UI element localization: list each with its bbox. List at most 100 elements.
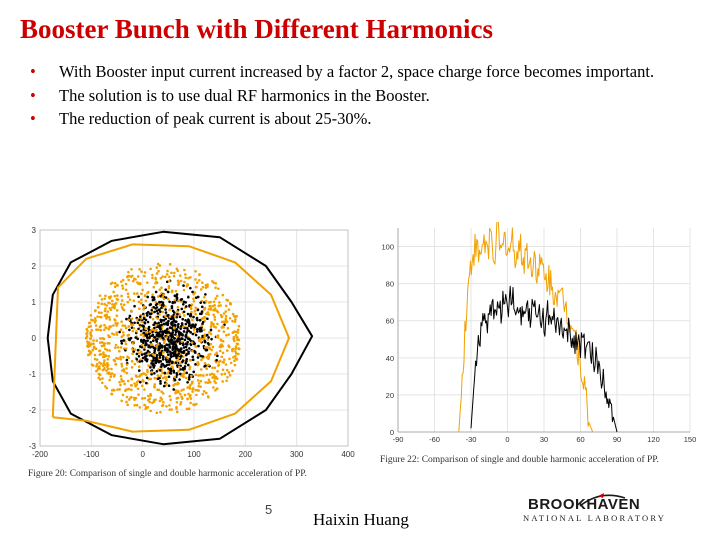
particle-point — [126, 379, 130, 383]
particle-point — [168, 371, 172, 375]
particle-point — [136, 275, 140, 278]
particle-point — [162, 319, 166, 322]
particle-point — [155, 369, 159, 373]
particle-point — [119, 355, 122, 359]
particle-point — [163, 371, 167, 375]
particle-point — [217, 360, 221, 364]
particle-point — [159, 351, 163, 355]
particle-point — [180, 360, 184, 364]
particle-point — [103, 363, 107, 367]
particle-point — [231, 312, 235, 316]
particle-point — [159, 379, 162, 383]
particle-point — [203, 365, 206, 368]
particle-point — [123, 324, 127, 328]
particle-point — [182, 346, 186, 349]
particle-point — [165, 382, 168, 385]
particle-point — [134, 374, 138, 378]
particle-point — [89, 331, 92, 334]
particle-point — [156, 312, 160, 315]
particle-point — [186, 295, 190, 299]
y-tick-label: -3 — [29, 442, 37, 451]
particle-point — [185, 357, 189, 361]
particle-point — [158, 369, 162, 372]
particle-point — [169, 334, 172, 337]
particle-point — [115, 314, 119, 317]
particle-point — [124, 347, 128, 350]
particle-point — [112, 324, 115, 327]
particle-point — [237, 324, 241, 328]
particle-point — [216, 354, 219, 358]
particle-point — [213, 304, 216, 307]
particle-point — [213, 366, 217, 370]
particle-point — [188, 387, 192, 390]
particle-point — [145, 354, 148, 358]
particle-point — [170, 290, 174, 294]
particle-point — [145, 351, 148, 355]
particle-point — [157, 321, 161, 325]
particle-point — [222, 358, 226, 362]
particle-point — [99, 352, 103, 356]
particle-point — [88, 341, 91, 344]
particle-point — [125, 367, 128, 370]
particle-point — [155, 340, 159, 343]
particle-point — [227, 333, 231, 336]
particle-point — [173, 347, 177, 350]
particle-point — [149, 346, 152, 349]
particle-point — [124, 389, 127, 393]
particle-point — [172, 352, 176, 356]
particle-point — [220, 373, 224, 376]
particle-point — [215, 335, 219, 338]
particle-point — [209, 342, 213, 346]
particle-point — [198, 329, 202, 333]
particle-point — [231, 369, 234, 373]
particle-point — [233, 320, 237, 323]
particle-point — [168, 357, 172, 361]
particle-point — [106, 367, 110, 371]
particle-point — [205, 373, 209, 377]
particle-point — [157, 347, 161, 351]
particle-point — [119, 303, 123, 306]
particle-point — [161, 310, 165, 314]
particle-point — [174, 320, 178, 323]
particle-point — [198, 273, 201, 277]
particle-point — [144, 381, 148, 385]
particle-point — [224, 304, 228, 308]
particle-point — [95, 339, 99, 342]
particle-point — [105, 386, 109, 390]
double-harmonic-separatrix — [51, 243, 290, 433]
particle-point — [221, 351, 225, 355]
particle-point — [212, 386, 215, 389]
particle-point — [188, 367, 191, 371]
particle-point — [170, 321, 173, 325]
particle-point — [184, 353, 188, 357]
particle-point — [103, 297, 107, 301]
particle-point — [167, 384, 171, 387]
particle-point — [150, 362, 153, 365]
particle-point — [140, 353, 144, 356]
particle-point — [113, 304, 116, 308]
particle-point — [87, 353, 90, 356]
particle-point — [197, 384, 200, 388]
particle-point — [179, 332, 183, 336]
particle-point — [228, 345, 231, 349]
particle-point — [196, 318, 199, 322]
particle-point — [188, 321, 191, 325]
particle-point — [105, 348, 109, 352]
particle-point — [188, 338, 192, 342]
particle-point — [215, 387, 219, 390]
particle-point — [167, 284, 171, 288]
particle-point — [158, 264, 162, 267]
particle-point — [143, 388, 146, 391]
particle-point — [107, 335, 111, 339]
particle-point — [203, 361, 207, 365]
particle-point — [119, 374, 123, 378]
particle-point — [196, 363, 200, 367]
particle-point — [173, 323, 176, 327]
particle-point — [158, 353, 162, 357]
particle-point — [182, 284, 185, 287]
particle-point — [96, 368, 100, 371]
particle-point — [113, 306, 116, 310]
x-tick-label: 60 — [576, 435, 584, 444]
particle-point — [199, 373, 202, 377]
particle-point — [106, 358, 110, 361]
